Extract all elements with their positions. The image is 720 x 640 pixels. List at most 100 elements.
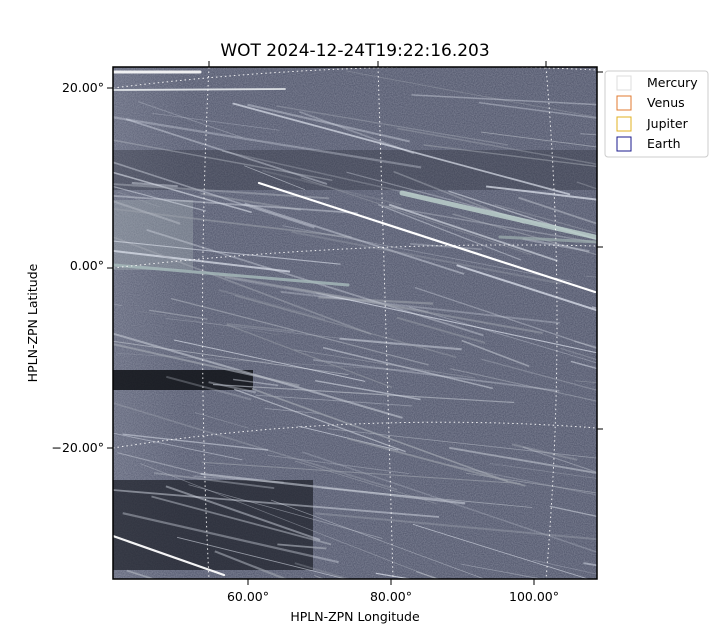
streak [282, 225, 572, 282]
streak [166, 375, 252, 401]
streak [131, 181, 178, 188]
grid-line-lon-100 [545, 67, 558, 579]
streak [113, 139, 333, 181]
streak [218, 288, 326, 321]
bright-streak [113, 263, 350, 287]
streak [301, 451, 597, 553]
streak [312, 358, 560, 392]
streak [416, 571, 441, 579]
streak [480, 131, 597, 148]
streak [113, 183, 330, 200]
streak [411, 94, 597, 106]
x-tick-label: 80.00° [370, 589, 412, 604]
streak [560, 347, 597, 361]
legend-label: Earth [647, 136, 681, 151]
y-tick-label: −20.00° [51, 440, 104, 455]
streak [494, 204, 597, 234]
streak [573, 340, 597, 349]
streak [396, 316, 486, 344]
streak [113, 161, 315, 229]
streak [214, 550, 289, 579]
streak [113, 200, 181, 225]
streak [201, 461, 521, 484]
dark-band [113, 480, 313, 570]
streak [267, 454, 410, 474]
streak [489, 463, 597, 479]
x-tick-label: 60.00° [227, 589, 269, 604]
streak [136, 310, 280, 336]
streak [327, 428, 597, 459]
streak [226, 322, 295, 333]
streak [346, 437, 526, 487]
streak [410, 242, 482, 251]
streak [583, 562, 597, 567]
streak [518, 196, 597, 225]
streak [447, 464, 597, 496]
streak [194, 412, 249, 429]
streak [212, 383, 515, 404]
streak [522, 237, 590, 253]
streak [244, 202, 465, 275]
streak [261, 169, 402, 206]
legend-swatch-jupiter [616, 116, 632, 132]
streak [151, 495, 332, 546]
streak [299, 111, 415, 155]
streak [200, 472, 466, 505]
legend-swatch-earth [616, 136, 632, 152]
streak [251, 387, 509, 483]
streak [117, 353, 430, 372]
legend-box [604, 70, 709, 158]
streak [277, 543, 327, 550]
streak [117, 452, 206, 476]
streak [113, 432, 243, 461]
bright-streak [113, 534, 226, 577]
streak [450, 368, 597, 402]
streak [385, 205, 597, 244]
streak [232, 102, 571, 196]
streak [346, 70, 597, 118]
streak [461, 339, 530, 368]
right-ticks [597, 71, 603, 430]
streak [448, 190, 597, 241]
y-axis: 20.00° 0.00° −20.00° [51, 80, 113, 455]
streak [233, 378, 279, 387]
streak [234, 294, 457, 358]
streak [294, 349, 476, 379]
streak [315, 379, 421, 401]
y-tick-label: 20.00° [62, 80, 104, 95]
streak [140, 463, 438, 579]
streak [449, 446, 597, 475]
streak [291, 230, 562, 285]
streak [270, 499, 486, 579]
legend-label: Mercury [647, 75, 698, 90]
x-axis-label: HPLN-ZPN Longitude [290, 609, 420, 624]
streak [218, 274, 543, 334]
streak [224, 276, 344, 300]
streak [388, 203, 558, 262]
streak [208, 381, 257, 394]
streak [149, 309, 208, 320]
streak [339, 337, 462, 351]
streak [152, 112, 280, 131]
x-tick-label: 100.00° [509, 589, 559, 604]
streak [586, 275, 597, 278]
streak [276, 105, 509, 146]
bright-streak [257, 181, 597, 294]
grid-line-lon-80 [377, 67, 394, 579]
legend: Mercury Venus Jupiter Earth [604, 70, 709, 158]
bright-streak [113, 88, 286, 91]
streak [117, 191, 161, 208]
streak [113, 207, 352, 239]
streak [318, 296, 434, 305]
streak [255, 394, 413, 407]
streak [322, 346, 493, 390]
streak [244, 165, 306, 191]
streak [113, 240, 341, 265]
streak [397, 127, 597, 166]
streak [113, 185, 207, 212]
streak [221, 150, 420, 197]
streak [485, 185, 597, 201]
legend-label: Jupiter [646, 116, 689, 131]
streak [314, 512, 597, 541]
legend-swatch-venus [616, 95, 632, 111]
